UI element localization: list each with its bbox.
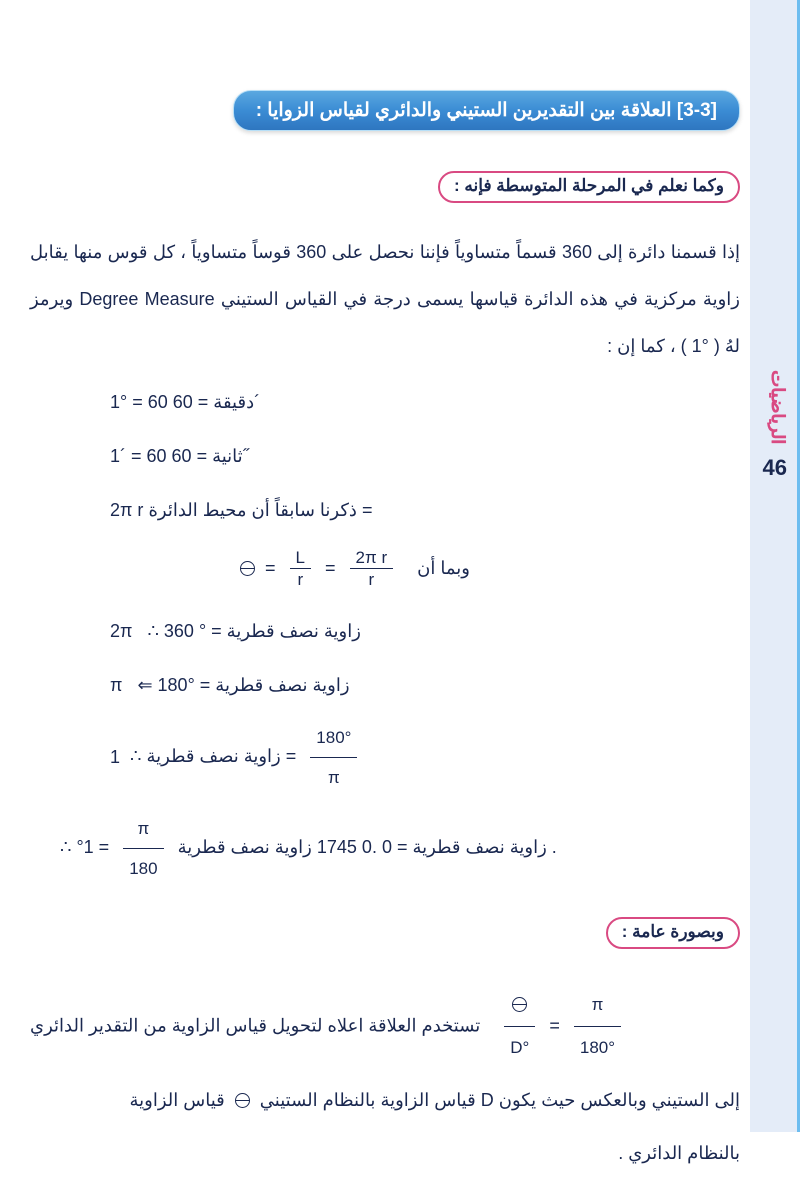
general-line-2: إلى الستيني وبالعكس حيث يكون D قياس الزا… [30, 1079, 740, 1122]
general-line-3: بالنظام الدائري . [30, 1132, 740, 1175]
frac-num: π [123, 810, 163, 848]
general-formula: تستخدم العلاقة اعلاه لتحويل قياس الزاوية… [30, 985, 740, 1069]
frac-num: L [290, 548, 311, 569]
eq-label: تستخدم العلاقة اعلاه لتحويل قياس الزاوية… [30, 1015, 480, 1035]
frac-den: 180° [574, 1027, 621, 1069]
fraction: π 180° [574, 985, 621, 1069]
fraction: 180° π [310, 719, 357, 796]
intro-paragraph: إذا قسمنا دائرة إلى 360 قسماً متساوياً ف… [30, 229, 740, 369]
eq-text: π [110, 666, 122, 706]
frac-num [504, 985, 535, 1027]
frac-num: 2π r [350, 548, 394, 569]
eq-text: ∴ °1 = [60, 837, 109, 857]
eq-label: قياس الزاوية [130, 1090, 225, 1110]
fraction: D° [504, 985, 535, 1069]
frac-den: r [350, 569, 394, 590]
callout-pill-2: وبصورة عامة : [606, 917, 740, 949]
line-1deg: ∴ °1 = π 180 زاوية نصف قطرية = 0 .0 1745… [30, 810, 740, 887]
frac-num: π [574, 985, 621, 1027]
eq-label: إلى الستيني وبالعكس حيث يكون D قياس الزا… [260, 1090, 740, 1110]
frac-num: 180° [310, 719, 357, 757]
theta-icon [512, 997, 527, 1012]
frac-den: D° [504, 1027, 535, 1069]
page-number: 46 [763, 455, 787, 481]
line-1rad: 1 ∴ زاوية نصف قطرية = 180° π [30, 719, 740, 796]
eq-label: ذكرنا سابقاً أن محيط الدائرة = [148, 500, 372, 520]
section-header: [3-3] العلاقة بين التقديرين الستيني والد… [233, 90, 740, 131]
fraction: 2π r r [350, 548, 394, 590]
eq-text: 2π [110, 612, 132, 652]
subject-label: الرياضيات [767, 370, 789, 444]
line-2pi-360: 2π ∴ زاوية نصف قطرية = ° 360 [30, 612, 740, 652]
callout-pill-1: وكما نعلم في المرحلة المتوسطة فإنه : [438, 171, 740, 203]
line-pi-180: π ⇐ زاوية نصف قطرية = °180 [30, 666, 740, 706]
page-content: [3-3] العلاقة بين التقديرين الستيني والد… [30, 90, 740, 1185]
frac-den: r [290, 569, 311, 590]
frac-den: π [310, 758, 357, 796]
fraction: π 180 [123, 810, 163, 887]
line-circumference: 2π r ذكرنا سابقاً أن محيط الدائرة = [30, 491, 740, 531]
line-minute-second: 1´ = 60 ثانية = 60˝ [30, 437, 740, 477]
theta-icon [235, 1093, 250, 1108]
line-degree-minute: 1° = 60 دقيقة = 60´ [30, 383, 740, 423]
fraction: L r [290, 548, 311, 590]
eq-label: ∴ زاوية نصف قطرية = [130, 747, 296, 767]
eq-text: 1´ = 60 ثانية = 60˝ [110, 437, 249, 477]
eq-label: ⇐ زاوية نصف قطرية = °180 [137, 675, 349, 695]
eq-label: ∴ زاوية نصف قطرية = ° 360 [147, 621, 360, 641]
eq-label: وبما أن [417, 558, 470, 578]
eq-text: 1 [110, 738, 120, 778]
frac-den: 180 [123, 849, 163, 887]
eq-text: 1° = 60 دقيقة = 60´ [110, 383, 260, 423]
eq-text: 2π r [110, 491, 143, 531]
eq-label: زاوية نصف قطرية = [397, 837, 547, 857]
side-tab: الرياضيات 46 [750, 0, 800, 1132]
theta-icon [240, 561, 255, 576]
equation-theta: = L r = 2π r r وبما أن [30, 548, 740, 590]
